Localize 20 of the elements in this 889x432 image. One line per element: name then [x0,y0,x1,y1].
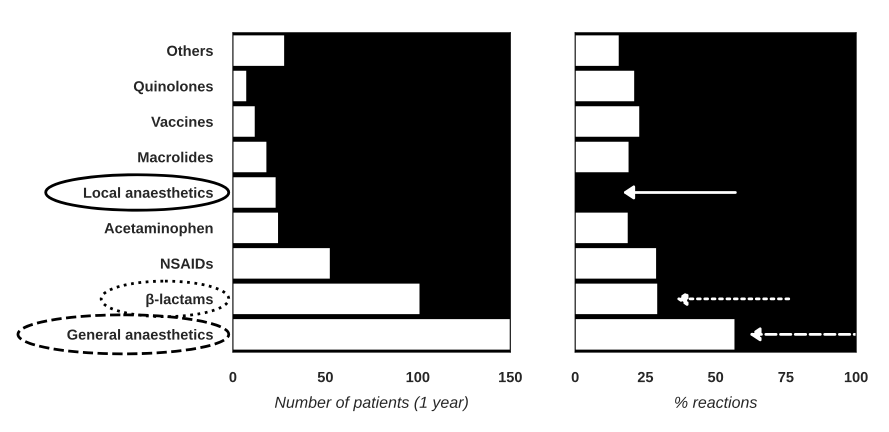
y-tick-label: Local anaesthetics [84,187,213,198]
y-tick-label: General anaesthetics [67,329,213,340]
x-tick-label: 150 [499,372,522,382]
y-tick-label: Acetaminophen [104,222,213,236]
x-tick-label: 0 [572,372,579,382]
y-tick-label: β-lactams [146,294,213,308]
x-tick-label: 25 [638,372,654,382]
x-axis-title: Number of patients (1 year) [274,396,468,412]
y-tick-label: Quinolones [134,80,213,94]
x-tick-label: 100 [406,372,430,382]
x-tick-label: 100 [844,372,868,382]
x-tick-label: 0 [229,372,236,382]
x-tick-label: 50 [708,372,724,382]
y-tick-label: NSAIDs [160,258,213,269]
y-tick-label: Macrolides [138,152,213,162]
x-tick-label: 75 [778,372,794,382]
y-tick-label: Others [167,45,213,56]
x-axis-title: % reactions [675,396,758,408]
y-tick-label: Vaccines [151,116,213,127]
x-tick-label: 50 [318,372,333,382]
